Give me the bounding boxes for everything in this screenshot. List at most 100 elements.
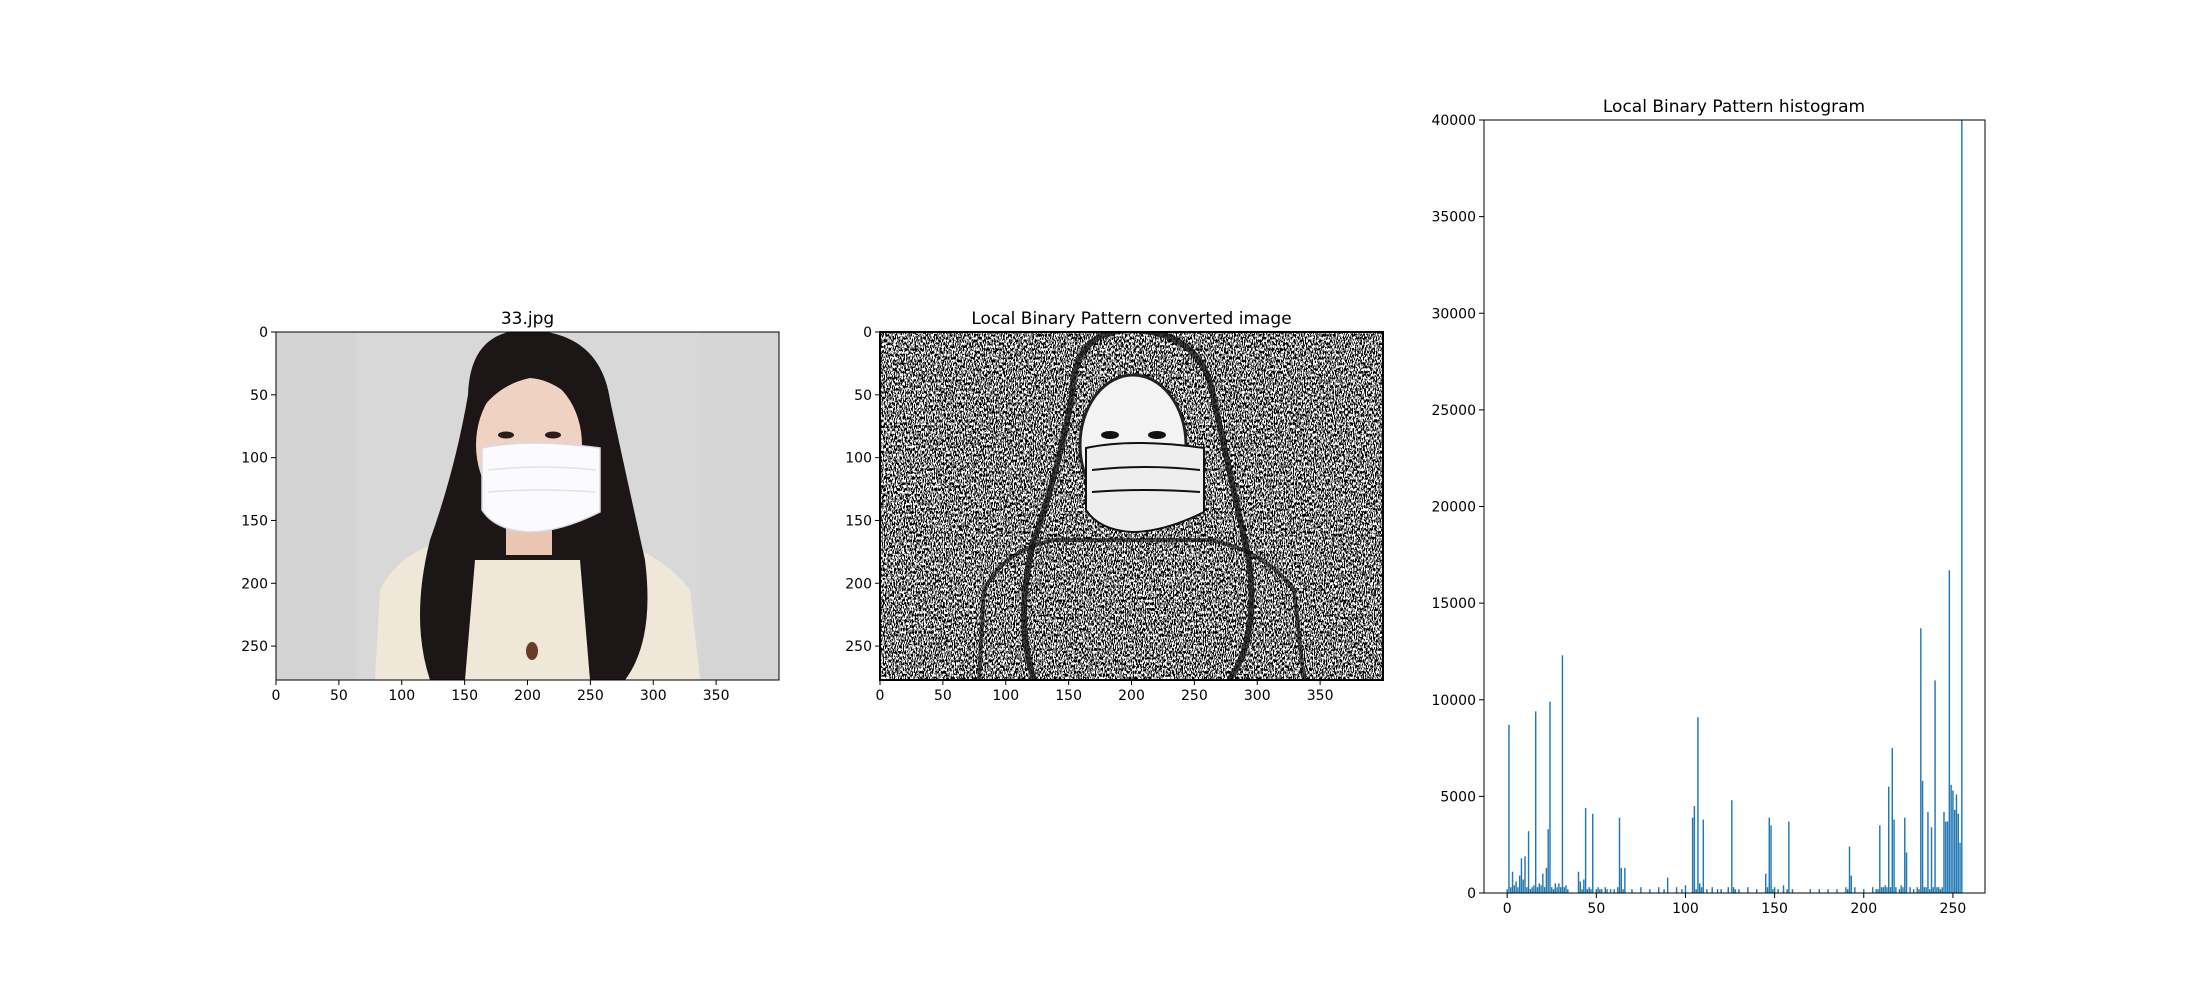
lbp-image-x-tick-label: 0 [876, 688, 885, 704]
photo-x-tick-label: 300 [640, 688, 667, 704]
histogram-x-tick-label: 0 [1503, 901, 1512, 917]
histogram-bar [1706, 889, 1708, 893]
histogram-bar [1522, 879, 1524, 893]
histogram-bar [1909, 887, 1911, 893]
histogram-bar [1945, 821, 1947, 893]
histogram-bar [1889, 887, 1892, 893]
histogram-title: Local Binary Pattern histogram [1603, 97, 1865, 117]
histogram-bar [1556, 887, 1558, 893]
histogram-bar [1551, 887, 1553, 893]
histogram-bar [1558, 883, 1560, 893]
histogram-y-tick-label: 0 [1467, 886, 1476, 902]
histogram-bar [1791, 889, 1794, 893]
histogram-bar [1916, 887, 1918, 893]
histogram-bar [1957, 813, 1959, 893]
histogram-x-tick-label: 250 [1940, 901, 1967, 917]
histogram-bar [1777, 889, 1779, 893]
histogram-subplot: Local Binary Pattern histogram 0 50 100 150… [1431, 97, 1986, 917]
histogram-bar [1937, 887, 1940, 893]
histogram-bar [1663, 889, 1665, 893]
histogram-bar [1953, 809, 1956, 893]
photo-x-tick-label: 350 [703, 688, 730, 704]
photo-y-tick-label: 250 [241, 639, 268, 655]
histogram-bar [1526, 887, 1528, 893]
lbp-image-x-tick-label: 350 [1307, 688, 1334, 704]
histogram-bar [1950, 784, 1952, 893]
histogram-y-tick-label: 5000 [1440, 789, 1476, 805]
histogram-bar [1888, 786, 1890, 893]
histogram-bar [1531, 887, 1533, 893]
histogram-bar [1720, 889, 1722, 893]
photo-y-tick-label: 100 [241, 451, 268, 467]
histogram-bar [1543, 887, 1546, 893]
histogram-bar [1731, 800, 1733, 893]
histogram-bar [1934, 680, 1936, 893]
histogram-bar [1943, 811, 1945, 893]
histogram-bar [1579, 881, 1581, 893]
histogram-bar [1622, 889, 1624, 893]
histogram-bar [1597, 887, 1599, 893]
histogram-bar [1590, 889, 1592, 893]
histogram-bar [1547, 829, 1549, 893]
histogram-frame [1483, 119, 1986, 894]
histogram-bar [1599, 889, 1601, 893]
histogram-bar [1581, 889, 1583, 893]
histogram-bar [1606, 889, 1608, 893]
histogram-bar [1773, 887, 1776, 893]
histogram-bar [1536, 887, 1539, 893]
photo-y-tick-label: 0 [259, 325, 268, 341]
histogram-bar [1552, 889, 1555, 893]
histogram-bar [1941, 887, 1943, 893]
histogram-bar [1716, 889, 1719, 893]
histogram-bar [1884, 885, 1886, 893]
lbp-image-y-tick-label: 100 [845, 451, 872, 467]
histogram-bar [1559, 887, 1562, 893]
histogram-bar [1734, 889, 1737, 893]
lbp-image-y-axis: 0 50 100 150 200 250 [845, 325, 880, 655]
histogram-bar [1640, 887, 1642, 893]
histogram-bar [1877, 889, 1879, 893]
histogram-bar [1893, 819, 1895, 893]
histogram-bar [1517, 887, 1519, 893]
histogram-bar [1939, 889, 1942, 893]
histogram-bar [1586, 889, 1589, 893]
histogram-bar [1836, 889, 1838, 893]
histogram-bar [1592, 813, 1594, 893]
histogram-bar [1955, 794, 1958, 893]
histogram-bar [1518, 875, 1521, 893]
lbp-image-y-tick-label: 50 [854, 388, 872, 404]
histogram-bar [1684, 885, 1687, 893]
histogram-y-tick-label: 15000 [1431, 596, 1476, 612]
histogram-bar [1891, 748, 1894, 893]
lbp-image-x-tick-label: 250 [1181, 688, 1208, 704]
histogram-y-tick-label: 25000 [1431, 403, 1476, 419]
histogram-bar [1766, 887, 1769, 893]
photo-x-tick-label: 200 [514, 688, 541, 704]
histogram-bar [1695, 889, 1697, 893]
histogram-bar [1875, 889, 1877, 893]
lbp-image-y-tick-label: 0 [863, 325, 872, 341]
lbp-image-x-tick-label: 150 [1055, 688, 1082, 704]
histogram-bar [1768, 817, 1770, 893]
histogram-bar [1508, 724, 1510, 893]
histogram-bar [1534, 711, 1537, 893]
histogram-x-tick-label: 200 [1850, 901, 1877, 917]
histogram-bar [1854, 887, 1856, 893]
histogram-bar [1549, 701, 1551, 893]
histogram-bar [1782, 885, 1785, 893]
histogram-y-tick-label: 35000 [1431, 210, 1476, 226]
histogram-bar [1946, 821, 1949, 893]
histogram-bar [1788, 821, 1790, 893]
photo-x-tick-label: 250 [577, 688, 604, 704]
histogram-bar [1595, 889, 1598, 893]
histogram-bar [1583, 879, 1585, 893]
histogram-bar [1900, 885, 1902, 893]
lbp-image-x-tick-label: 300 [1244, 688, 1271, 704]
histogram-bar [1809, 889, 1811, 893]
histogram-bar [1847, 889, 1849, 893]
photo-x-tick-label: 50 [330, 688, 348, 704]
histogram-bar [1658, 887, 1660, 893]
histogram-bar [1609, 889, 1612, 893]
histogram-bar [1631, 889, 1633, 893]
lbp-image-title: Local Binary Pattern converted image [971, 309, 1291, 329]
